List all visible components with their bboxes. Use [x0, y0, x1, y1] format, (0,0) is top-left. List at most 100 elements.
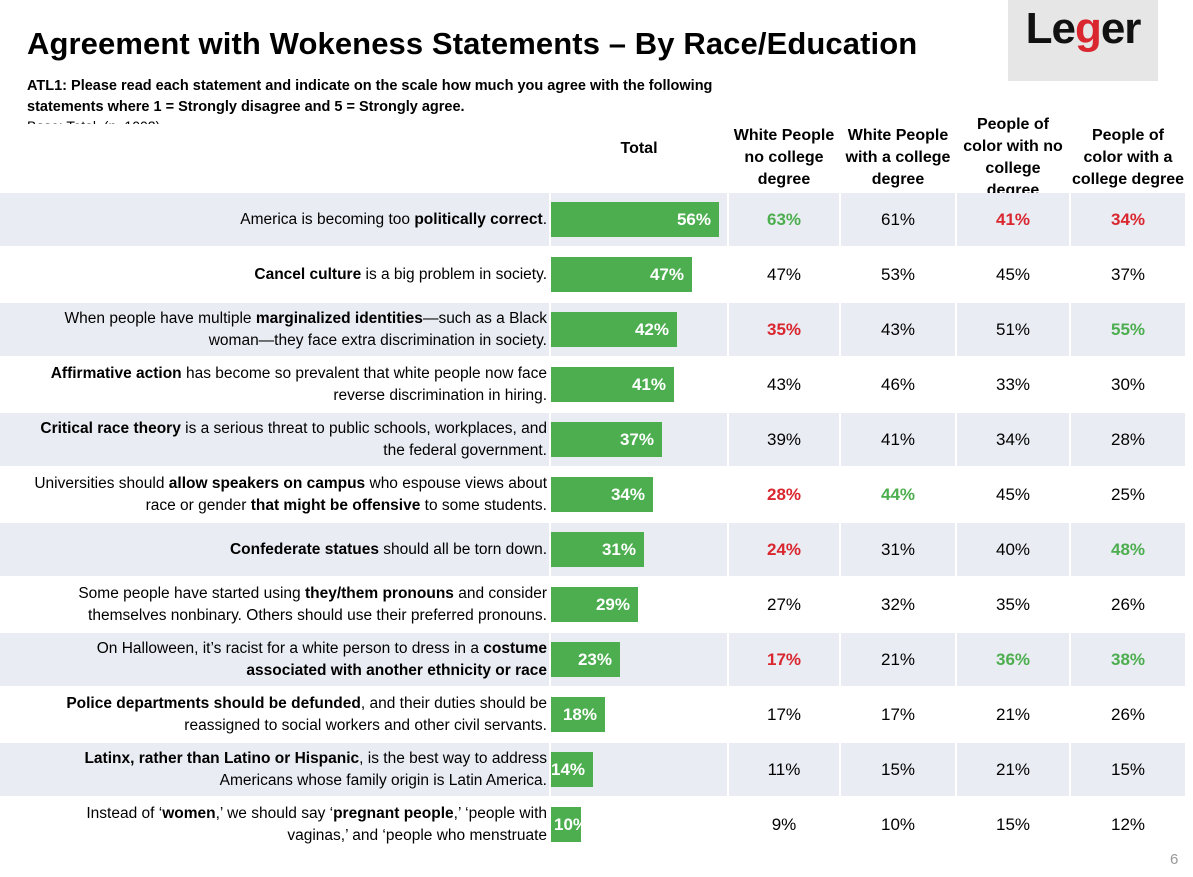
total-bar-label: 41%	[631, 375, 666, 394]
column-header-2: White People no college degree	[729, 124, 839, 191]
value-cell: 28%	[1071, 413, 1185, 466]
value-cell: 17%	[841, 688, 955, 741]
statement-label: Cancel culture is a big problem in socie…	[0, 248, 549, 301]
table-row: On Halloween, it’s racist for a white pe…	[0, 633, 1185, 686]
total-bar-label: 56%	[676, 210, 711, 229]
total-bar-cell: 23%	[551, 633, 727, 686]
total-bar-cell: 18%	[551, 688, 727, 741]
value-cell: 15%	[957, 798, 1069, 851]
value-cell: 61%	[841, 193, 955, 246]
statement-label: When people have multiple marginalized i…	[0, 303, 549, 356]
value-cell: 31%	[841, 523, 955, 576]
total-bar	[551, 257, 692, 292]
value-cell: 47%	[729, 248, 839, 301]
value-cell: 44%	[841, 468, 955, 521]
value-cell: 12%	[1071, 798, 1185, 851]
value-cell: 63%	[729, 193, 839, 246]
value-cell: 9%	[729, 798, 839, 851]
value-cell: 11%	[729, 743, 839, 796]
value-cell: 45%	[957, 468, 1069, 521]
value-cell: 35%	[729, 303, 839, 356]
value-cell: 10%	[841, 798, 955, 851]
table-row: Police departments should be defunded, a…	[0, 688, 1185, 741]
statement-label: Some people have started using they/them…	[0, 578, 549, 631]
total-bar-cell: 10%	[551, 798, 727, 851]
total-bar-cell: 29%	[551, 578, 727, 631]
value-cell: 35%	[957, 578, 1069, 631]
total-bar-cell: 56%	[551, 193, 727, 246]
total-bar	[551, 752, 593, 787]
statement-label: Instead of ‘women,’ we should say ‘pregn…	[0, 798, 549, 851]
value-cell: 32%	[841, 578, 955, 631]
statement-label: Confederate statues should all be torn d…	[0, 523, 549, 576]
value-cell: 46%	[841, 358, 955, 411]
value-cell: 34%	[1071, 193, 1185, 246]
total-bar	[551, 367, 674, 402]
total-bar-label: 42%	[634, 320, 669, 339]
total-bar-label: 10%	[554, 815, 589, 834]
table-row: Confederate statues should all be torn d…	[0, 523, 1185, 576]
value-cell: 17%	[729, 688, 839, 741]
value-cell: 17%	[729, 633, 839, 686]
column-header-4: People of color with no college degree	[957, 116, 1069, 199]
page-number: 6	[1170, 851, 1179, 868]
statement-label: Affirmative action has become so prevale…	[0, 358, 549, 411]
value-cell: 51%	[957, 303, 1069, 356]
value-cell: 25%	[1071, 468, 1185, 521]
value-cell: 43%	[729, 358, 839, 411]
value-cell: 26%	[1071, 578, 1185, 631]
total-bar-cell: 37%	[551, 413, 727, 466]
value-cell: 28%	[729, 468, 839, 521]
total-bar	[551, 587, 638, 622]
table-row: Instead of ‘women,’ we should say ‘pregn…	[0, 798, 1185, 851]
total-bar-cell: 42%	[551, 303, 727, 356]
total-bar	[551, 312, 677, 347]
total-bar-label: 37%	[619, 430, 654, 449]
total-bar-label: 47%	[649, 265, 684, 284]
value-cell: 43%	[841, 303, 955, 356]
value-cell: 27%	[729, 578, 839, 631]
total-bar	[551, 202, 719, 237]
table-row: When people have multiple marginalized i…	[0, 303, 1185, 356]
value-cell: 21%	[957, 688, 1069, 741]
value-cell: 33%	[957, 358, 1069, 411]
total-bar	[551, 642, 620, 677]
value-cell: 37%	[1071, 248, 1185, 301]
leger-logo: Leger	[1008, 0, 1158, 81]
value-cell: 53%	[841, 248, 955, 301]
statement-label: Latinx, rather than Latino or Hispanic, …	[0, 743, 549, 796]
total-bar	[551, 532, 644, 567]
page-title: Agreement with Wokeness Statements – By …	[27, 26, 918, 61]
total-bar-label: 31%	[601, 540, 636, 559]
value-cell: 48%	[1071, 523, 1185, 576]
column-header-1: Total	[551, 124, 727, 191]
question-text: ATL1: Please read each statement and ind…	[27, 78, 713, 115]
total-bar-cell: 34%	[551, 468, 727, 521]
total-bar-label: 34%	[610, 485, 645, 504]
value-cell: 30%	[1071, 358, 1185, 411]
value-cell: 21%	[957, 743, 1069, 796]
table-row: Latinx, rather than Latino or Hispanic, …	[0, 743, 1185, 796]
total-bar-label: 18%	[562, 705, 597, 724]
logo-wordmark: Leger	[1025, 4, 1142, 53]
value-cell: 39%	[729, 413, 839, 466]
total-bar-label: 23%	[577, 650, 612, 669]
total-bar-cell: 47%	[551, 248, 727, 301]
value-cell: 15%	[841, 743, 955, 796]
total-bar	[551, 422, 662, 457]
total-bar	[551, 477, 653, 512]
total-bar	[551, 697, 605, 732]
statement-label: On Halloween, it’s racist for a white pe…	[0, 633, 549, 686]
value-cell: 15%	[1071, 743, 1185, 796]
value-cell: 38%	[1071, 633, 1185, 686]
value-cell: 41%	[957, 193, 1069, 246]
total-bar-cell: 41%	[551, 358, 727, 411]
header-blank-cell	[0, 124, 549, 191]
value-cell: 26%	[1071, 688, 1185, 741]
total-bar-label: 14%	[551, 760, 586, 779]
table-row: America is becoming too politically corr…	[0, 193, 1185, 246]
total-bar-cell: 14%	[551, 743, 727, 796]
table-row: Critical race theory is a serious threat…	[0, 413, 1185, 466]
value-cell: 45%	[957, 248, 1069, 301]
table-row: Some people have started using they/them…	[0, 578, 1185, 631]
